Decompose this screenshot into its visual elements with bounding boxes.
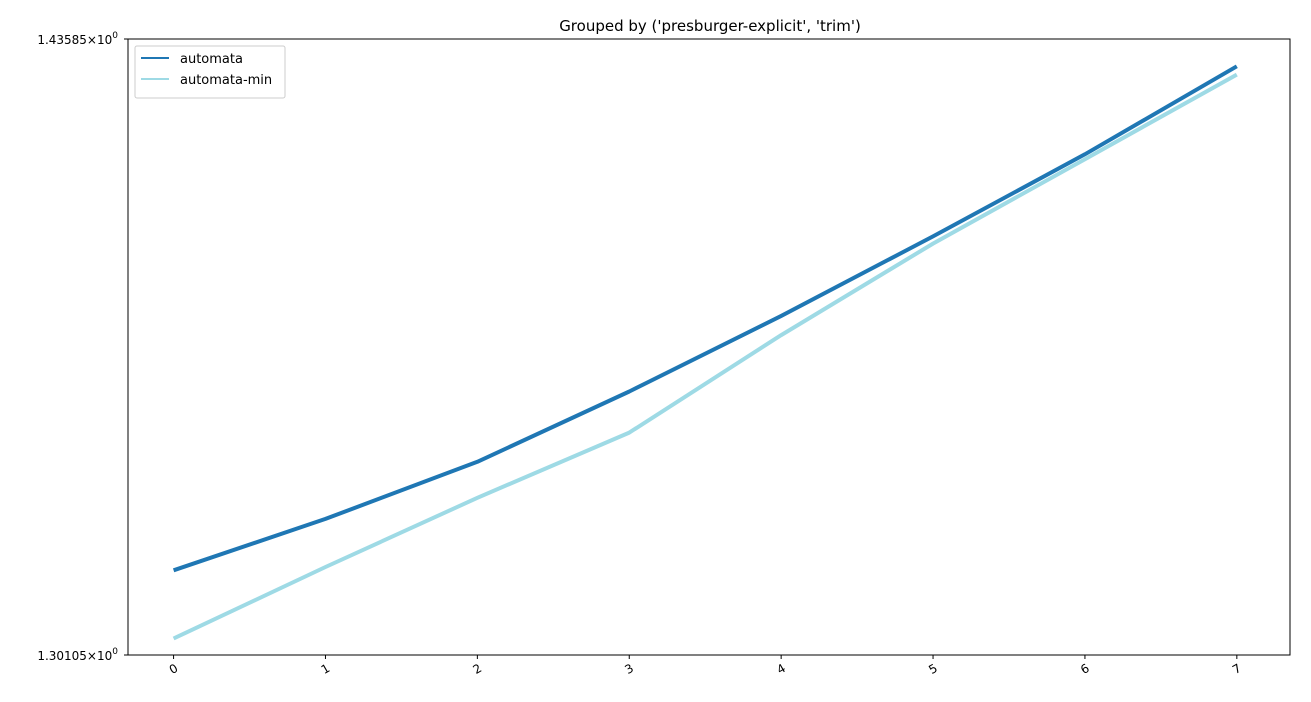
legend-label-1: automata-min — [180, 73, 272, 88]
series-line-0 — [172, 64, 1238, 573]
legend: automata automata-min — [134, 45, 286, 99]
series-layer — [172, 64, 1238, 641]
legend-label-0: automata — [180, 52, 243, 67]
series-line-1 — [172, 72, 1238, 641]
y-tick-label-1: 1.30105×100 — [37, 647, 118, 663]
legend-box — [134, 45, 286, 99]
y-axis: 1.43585×100 1.30105×100 — [37, 31, 128, 663]
plot-frame — [127, 38, 1291, 656]
chart-title: Grouped by ('presburger-explicit', 'trim… — [559, 17, 861, 35]
y-tick-label-0: 1.43585×100 — [37, 31, 118, 47]
